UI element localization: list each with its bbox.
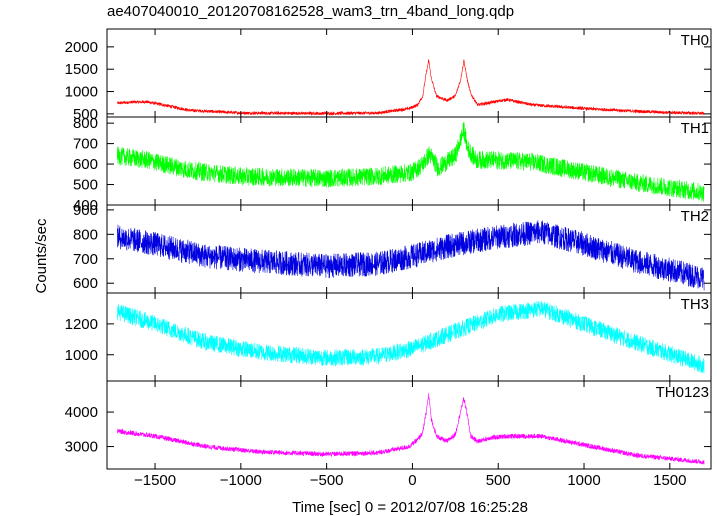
series-line-th1: [117, 122, 705, 202]
series-line-th0123: [117, 393, 705, 465]
series-line-th3: [117, 300, 705, 374]
y-tick-label: 500: [73, 177, 98, 194]
series-line-th0: [117, 59, 705, 117]
y-tick-label: 1000: [65, 84, 98, 101]
x-tick-label: −1000: [220, 472, 262, 489]
x-tick-label: 0: [408, 472, 416, 489]
chart-title: ae407040010_20120708162528_wam3_trn_4ban…: [107, 3, 514, 20]
x-tick-label: 1500: [653, 472, 686, 489]
x-axis-label: Time [sec] 0 = 2012/07/08 16:25:28: [292, 499, 528, 516]
series-label-th1: TH1: [681, 120, 709, 137]
panel-th2: 600 700 800 900 TH2: [73, 202, 712, 294]
panel-th3: 1000 1200 TH3: [65, 292, 712, 382]
series-label-th3: TH3: [681, 296, 709, 313]
y-axis-label: Counts/sec: [33, 218, 50, 294]
panel-th0123: 3000 4000 TH0123: [65, 380, 712, 470]
y-tick-label: 1000: [65, 347, 98, 364]
y-tick-label: 800: [73, 226, 98, 243]
series-label-th0123: TH0123: [656, 384, 709, 401]
y-tick-label: 600: [73, 156, 98, 173]
y-tick-label: 3000: [65, 439, 98, 456]
y-tick-label: 400: [73, 197, 98, 214]
y-tick-label: 4000: [65, 404, 98, 421]
x-tick-label: −1500: [134, 472, 176, 489]
x-axis: −1500 −1000 −500 0 500 1000 1500: [134, 472, 687, 489]
panels: 500 1000 1500 2000 TH0 400 500 600 700 800 TH1 600 7…: [65, 28, 712, 470]
panel-frame: [106, 380, 712, 470]
y-tick-label: 2000: [65, 39, 98, 56]
x-tick-label: 1000: [567, 472, 600, 489]
y-tick-label: 600: [73, 275, 98, 292]
x-tick-label: −500: [310, 472, 344, 489]
panel-frame: [106, 28, 712, 118]
y-tick-label: 1500: [65, 61, 98, 78]
series-label-th0: TH0: [681, 32, 709, 49]
series-line-th2: [117, 220, 705, 291]
panel-frame: [106, 116, 712, 206]
panel-th1: 400 500 600 700 800 TH1: [73, 115, 712, 214]
y-tick-label: 900: [73, 202, 98, 219]
y-tick-label: 700: [73, 251, 98, 268]
y-tick-label: 800: [73, 115, 98, 132]
panel-th0: 500 1000 1500 2000 TH0: [65, 28, 712, 123]
y-tick-label: 500: [73, 106, 98, 123]
x-tick-label: 500: [486, 472, 511, 489]
y-tick-label: 700: [73, 136, 98, 153]
y-tick-label: 1200: [65, 316, 98, 333]
series-label-th2: TH2: [681, 208, 709, 225]
